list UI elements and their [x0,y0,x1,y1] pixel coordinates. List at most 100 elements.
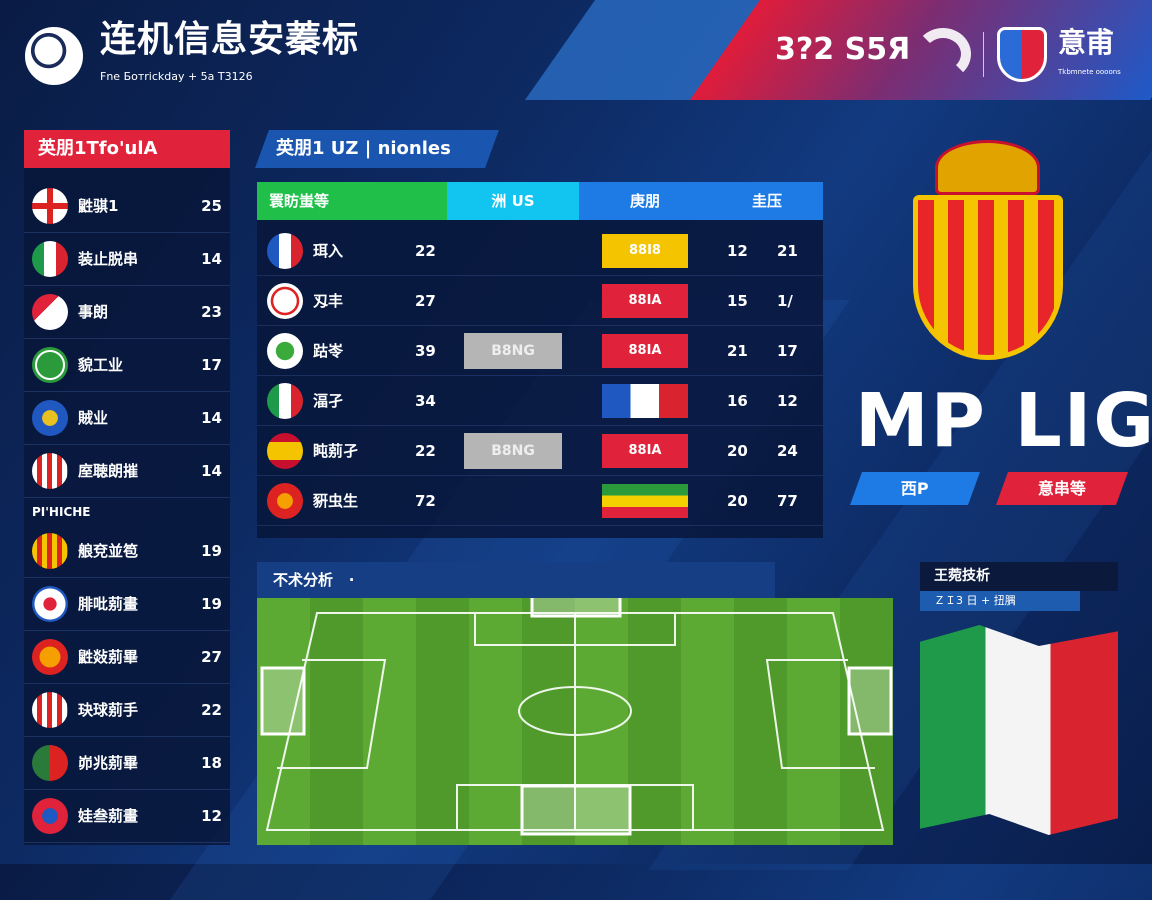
column-header[interactable]: 庚朋 [579,182,711,220]
goal-left [260,666,306,736]
list-item[interactable]: 娃叁莂畫 12 [24,790,230,843]
table-title-tab: 英朋1 UZ | nionles [255,130,499,168]
green-cross-icon [32,347,68,383]
green-logo-icon [267,333,303,369]
ball-icon [915,28,971,80]
score-text: 3?2 S5Я [775,32,911,67]
team-name: 珥入 [313,242,344,260]
team-name: 鼪敥莂畢 [78,648,139,666]
italy-flag-icon [267,383,303,419]
tag-badge: B8NG [464,433,562,469]
stat-b: 77 [777,492,798,510]
blue-button-label: 西P [901,478,929,498]
red-button-label: 意串等 [1037,478,1086,498]
list-item[interactable]: 賊业 14 [24,392,230,445]
tag-badge: B8NG [464,333,562,369]
column-header[interactable]: 洲 US [447,182,579,220]
team-name: 娃叁莂畫 [78,807,139,825]
stat-a: 20 [727,492,748,510]
team-value: 18 [201,754,222,772]
stat-a: 12 [727,242,748,260]
list-item[interactable]: 腓吡莂畫 19 [24,578,230,631]
table-row[interactable]: 湢孑 34 16 12 [257,376,823,426]
team-name: 庢聴朗摧 [78,462,139,480]
partner-crest-icon [997,27,1047,82]
soccer-ball-logo-icon [25,27,83,85]
team-name: 玦球莂手 [78,701,139,719]
team-name: 盹莂孑 [313,442,359,460]
team-value: 27 [415,292,436,310]
france-flag-icon [267,233,303,269]
stat-a: 15 [727,292,748,310]
team-value: 39 [415,342,436,360]
football-pitch[interactable] [257,598,893,845]
status-badge: 88IA [602,284,688,318]
list-item[interactable]: 鼪敥莂畢 27 [24,631,230,684]
team-value: 22 [201,701,222,719]
red-stripe-crest-icon [32,692,68,728]
table-row[interactable]: 珥入 22 88I8 12 21 [257,226,823,276]
list-item[interactable]: 峁兆莂畢 18 [24,737,230,790]
team-value: 19 [201,542,222,560]
stat-b: 21 [777,242,798,260]
list-item[interactable]: 貌工业 17 [24,339,230,392]
partner-subtitle: Tkbmnete oooons [1058,68,1121,76]
team-name: 賊业 [78,409,109,427]
status-badge: 88I8 [602,234,688,268]
list-item[interactable]: 庢聴朗摧 14 [24,445,230,498]
column-header[interactable]: 圭压 [711,182,823,220]
list-item[interactable]: 艆兗並笣 19 [24,525,230,578]
team-name: 腓吡莂畫 [78,595,139,613]
red-button[interactable]: 意串等 [995,472,1129,505]
p-shield-icon [32,745,68,781]
team-name: 豣虫生 [313,492,359,510]
team-value: 14 [201,250,222,268]
team-name: 跍岺 [313,342,344,360]
team-value: 19 [201,595,222,613]
catalan-crest-icon [32,533,68,569]
italy-flag-icon [32,241,68,277]
team-name: 峁兆莂畢 [78,754,139,772]
orange-shield-icon [32,639,68,675]
pitch-title: 不术分析 [273,571,334,589]
list-item[interactable]: 装止脱串 14 [24,233,230,286]
table-row[interactable]: 刄丰 27 88IA 15 1/ [257,276,823,326]
list-item[interactable]: 事朗 23 [24,286,230,339]
left-panel-title: 英朋1Tfo'ulA [24,130,230,168]
red-circle-logo-icon [267,283,303,319]
team-value: 14 [201,409,222,427]
red-ring-icon [32,798,68,834]
table-row[interactable]: 盹莂孑 22 B8NG 88IA 20 24 [257,426,823,476]
team-value: 12 [201,807,222,825]
blue-button[interactable]: 西P [849,472,981,505]
blue-crest-icon [32,400,68,436]
left-panel [24,168,230,845]
stat-a: 16 [727,392,748,410]
page-title: 连机信息安蓁标 [100,19,360,60]
team-name: 鼪骐1 [78,197,119,215]
list-item[interactable]: 玦球莂手 22 [24,684,230,737]
flag-icon [602,384,688,418]
column-header[interactable]: 瞏眆蚩等 [257,182,447,220]
team-value: 14 [201,462,222,480]
pitch-dot: · [348,571,355,589]
goal-bottom [520,784,632,836]
club-crest-icon [913,195,1063,360]
blue-red-ball-icon [32,586,68,622]
team-name: 刄丰 [313,292,344,310]
team-name: 貌工业 [78,356,124,374]
status-badge: 88IA [602,434,688,468]
analysis-header: 王菀技析 [920,562,1118,591]
stat-a: 21 [727,342,748,360]
list-item[interactable]: 鼪骐1 25 [24,180,230,233]
section-label: PI'HICHE [32,505,91,519]
table-row[interactable]: 豣虫生 72 20 77 [257,476,823,526]
team-value: 22 [415,442,436,460]
stat-b: 17 [777,342,798,360]
divider [983,32,984,77]
table-title: 英朋1 UZ | nionles [276,138,451,159]
analysis-subtitle: ＺＩ3 日 + 扭腢 [934,594,1016,607]
team-name: 事朗 [78,303,109,321]
italy-flag-icon [920,625,1118,835]
table-row[interactable]: 跍岺 39 B8NG 88IA 21 17 [257,326,823,376]
